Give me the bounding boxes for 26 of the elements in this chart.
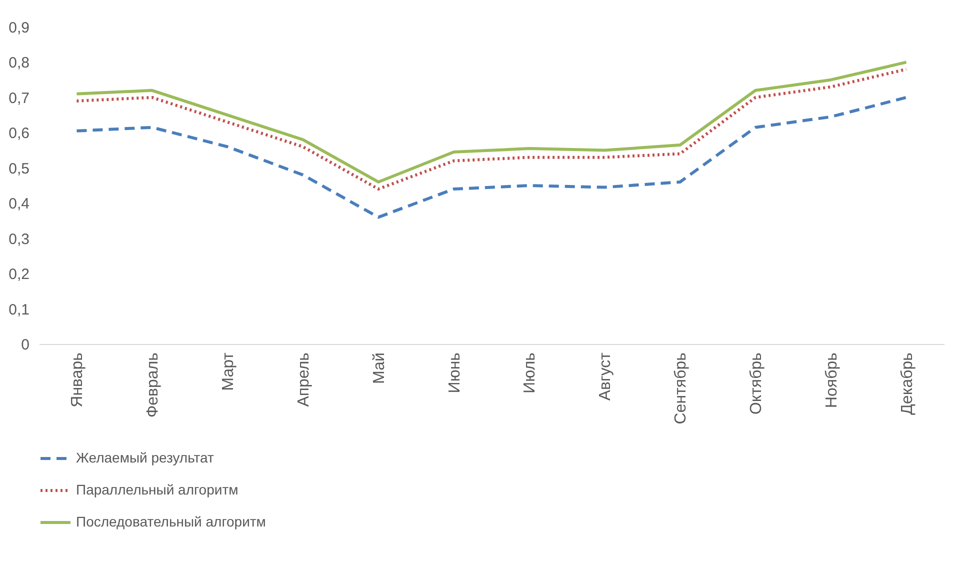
y-tick-label: 0 bbox=[21, 336, 30, 354]
x-tick-label: Июль bbox=[522, 352, 539, 394]
y-tick-label: 0,4 bbox=[8, 196, 30, 213]
y-tick-label: 0,1 bbox=[8, 301, 30, 318]
y-tick-label: 0,7 bbox=[8, 90, 30, 107]
x-tick-label: Апрель bbox=[295, 352, 312, 407]
x-tick-label: Февраль bbox=[144, 352, 162, 418]
legend-label: Параллельный алгоритм bbox=[76, 482, 238, 498]
x-tick-label: Ноябрь bbox=[823, 352, 840, 408]
legend-label: Желаемый результат bbox=[76, 450, 215, 466]
y-tick-label: 0,3 bbox=[8, 230, 30, 248]
line-series bbox=[75, 96, 908, 219]
y-tick-label: 0,8 bbox=[8, 54, 30, 72]
x-tick-label: Сентябрь bbox=[672, 352, 690, 424]
y-tick-label: 0,2 bbox=[8, 266, 30, 284]
x-tick-label: Декабрь bbox=[898, 352, 916, 415]
x-tick-label: Октябрь bbox=[748, 352, 765, 415]
x-tick-label: Август bbox=[597, 352, 614, 401]
x-tick-label: Май bbox=[370, 352, 388, 384]
y-tick-label: 0,9 bbox=[8, 20, 30, 36]
x-tick-label: Январь bbox=[69, 352, 86, 408]
x-tick-label: Март bbox=[220, 352, 238, 391]
y-tick-label: 0,6 bbox=[8, 125, 30, 142]
legend-label: Последовательный алгоритм bbox=[76, 514, 266, 530]
y-tick-label: 0,5 bbox=[8, 160, 30, 178]
x-tick-label: Июнь bbox=[446, 352, 464, 394]
